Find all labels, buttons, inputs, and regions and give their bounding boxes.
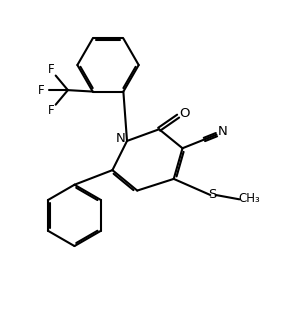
Text: F: F: [48, 104, 54, 117]
Text: F: F: [38, 84, 45, 97]
Text: N: N: [218, 125, 228, 138]
Text: N: N: [116, 132, 126, 144]
Text: F: F: [48, 63, 54, 77]
Text: CH₃: CH₃: [239, 192, 260, 205]
Text: S: S: [208, 188, 217, 202]
Text: O: O: [179, 107, 190, 120]
